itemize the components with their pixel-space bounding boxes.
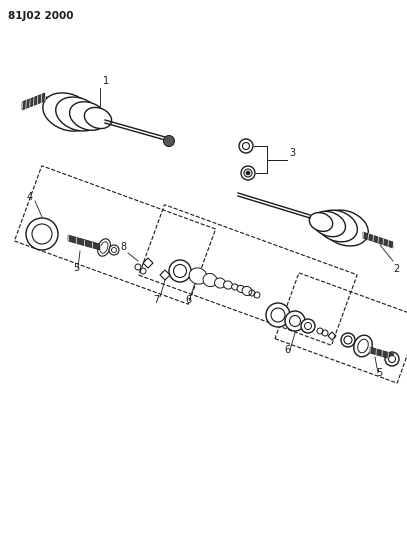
Text: 3: 3: [289, 149, 295, 158]
Polygon shape: [68, 235, 100, 250]
Ellipse shape: [173, 264, 186, 278]
Text: 81J02 2000: 81J02 2000: [8, 11, 74, 21]
Ellipse shape: [26, 218, 58, 250]
Text: 8: 8: [120, 242, 126, 252]
Ellipse shape: [285, 311, 305, 331]
Ellipse shape: [84, 108, 112, 128]
Ellipse shape: [43, 93, 93, 131]
Ellipse shape: [313, 211, 346, 237]
Polygon shape: [363, 232, 393, 248]
Ellipse shape: [237, 286, 245, 293]
Polygon shape: [370, 347, 394, 360]
Text: 1: 1: [103, 76, 109, 86]
Ellipse shape: [109, 245, 119, 255]
Ellipse shape: [32, 224, 52, 244]
Ellipse shape: [98, 239, 110, 256]
Text: 6: 6: [185, 295, 191, 305]
Ellipse shape: [304, 322, 311, 329]
Circle shape: [164, 135, 175, 147]
Ellipse shape: [271, 308, 285, 322]
Ellipse shape: [354, 335, 372, 357]
Ellipse shape: [317, 210, 357, 242]
Text: 2: 2: [393, 264, 399, 274]
Ellipse shape: [100, 242, 108, 253]
Text: 6: 6: [284, 345, 290, 355]
Ellipse shape: [266, 303, 290, 327]
Ellipse shape: [223, 281, 232, 289]
Ellipse shape: [309, 213, 333, 231]
Polygon shape: [22, 93, 45, 110]
Ellipse shape: [322, 210, 368, 246]
Ellipse shape: [189, 268, 207, 284]
Ellipse shape: [112, 247, 116, 253]
Text: 5: 5: [376, 368, 382, 378]
Ellipse shape: [203, 273, 217, 287]
Ellipse shape: [242, 286, 252, 296]
Ellipse shape: [385, 352, 399, 366]
Ellipse shape: [358, 339, 368, 353]
Ellipse shape: [301, 319, 315, 333]
Ellipse shape: [232, 284, 239, 290]
Circle shape: [246, 171, 250, 175]
Ellipse shape: [344, 336, 352, 344]
Ellipse shape: [243, 142, 249, 149]
Ellipse shape: [56, 97, 100, 131]
Ellipse shape: [169, 260, 191, 282]
Ellipse shape: [341, 333, 355, 347]
Ellipse shape: [70, 102, 107, 130]
Ellipse shape: [241, 166, 255, 180]
Ellipse shape: [389, 356, 396, 362]
Text: 4: 4: [27, 192, 33, 202]
Text: 5: 5: [73, 263, 79, 273]
Ellipse shape: [289, 316, 300, 327]
Ellipse shape: [244, 169, 252, 177]
Ellipse shape: [239, 139, 253, 153]
Text: 7: 7: [153, 295, 159, 305]
Ellipse shape: [214, 278, 225, 288]
